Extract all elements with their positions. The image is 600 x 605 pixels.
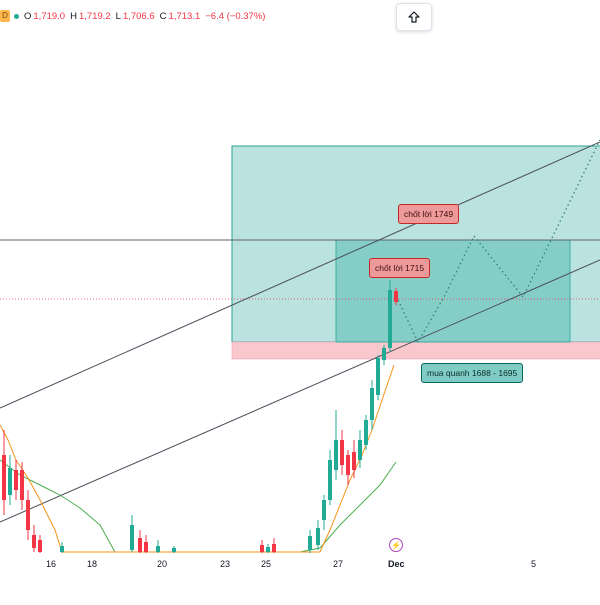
open-value: 1,719.0 (33, 10, 66, 22)
candle-body (60, 546, 64, 552)
candle-body (316, 528, 320, 545)
xaxis-label: 16 (46, 559, 57, 569)
xaxis-label: 18 (87, 559, 98, 569)
ohlc-legend: D O 1,719.0 H 1,719.2 L 1,706.6 C 1,713.1 −6… (0, 9, 268, 23)
candle-body (328, 460, 332, 500)
change-value: −6.4 (−0.37%) (205, 10, 266, 22)
close-value: 1,713.1 (168, 10, 201, 22)
candle-body (156, 546, 160, 552)
candle-body (144, 542, 148, 552)
xaxis-label: 20 (157, 559, 168, 569)
interval-badge[interactable]: D (0, 10, 10, 22)
candle-body (382, 348, 386, 360)
xaxis-label: 25 (261, 559, 272, 569)
lightning-event-icon[interactable]: ⚡ (389, 538, 403, 552)
xaxis-label: Dec (388, 559, 405, 569)
candle-body (38, 540, 42, 552)
candle-body (376, 358, 380, 395)
candle-body (370, 388, 374, 420)
candle-body (2, 455, 6, 500)
xaxis-label: 27 (333, 559, 344, 569)
open-label: O (24, 10, 32, 22)
xaxis-label: 23 (220, 559, 231, 569)
candles-group[interactable] (2, 280, 398, 553)
close-label: C (159, 10, 167, 22)
xaxis-label: 5 (531, 559, 537, 569)
candle-body (130, 525, 134, 550)
candle-body (272, 544, 276, 552)
take-profit-1-callout[interactable]: chốt lời 1715 (369, 258, 431, 278)
market-status-dot (14, 13, 19, 19)
buy-zone-callout[interactable]: mua quanh 1688 - 1695 (421, 363, 524, 383)
candle-body (172, 548, 176, 552)
take-profit-2-callout[interactable]: chốt lời 1749 (398, 204, 460, 224)
candle-body (8, 468, 12, 495)
channel-upper-line[interactable] (0, 141, 600, 409)
candle-body (20, 470, 24, 500)
high-label: H (70, 10, 77, 22)
candle-body (346, 455, 350, 475)
scroll-up-button[interactable] (396, 3, 432, 31)
candle-body (26, 500, 30, 530)
candle-body (358, 440, 362, 460)
target-zone-inner[interactable] (335, 239, 571, 343)
arrow-up-icon (408, 11, 420, 23)
candle-body (352, 452, 356, 470)
candle-body (340, 440, 344, 465)
candle-body (388, 290, 392, 348)
channel-lower-line[interactable] (0, 259, 600, 523)
stop-zone[interactable] (231, 341, 600, 360)
moving-average-orange (0, 364, 395, 553)
low-value: 1,706.6 (122, 10, 155, 22)
high-value: 1,719.2 (78, 10, 111, 22)
candle-body (260, 545, 264, 552)
low-label: L (115, 10, 121, 22)
candle-body (138, 538, 142, 552)
candle-body (32, 535, 36, 548)
candle-body (14, 470, 18, 490)
candle-body (308, 536, 312, 550)
candle-body (334, 440, 338, 470)
moving-average-green (0, 459, 397, 553)
candle-body (322, 500, 326, 520)
candle-body (364, 420, 368, 445)
candle-body (394, 291, 398, 302)
candle-body (266, 547, 270, 552)
